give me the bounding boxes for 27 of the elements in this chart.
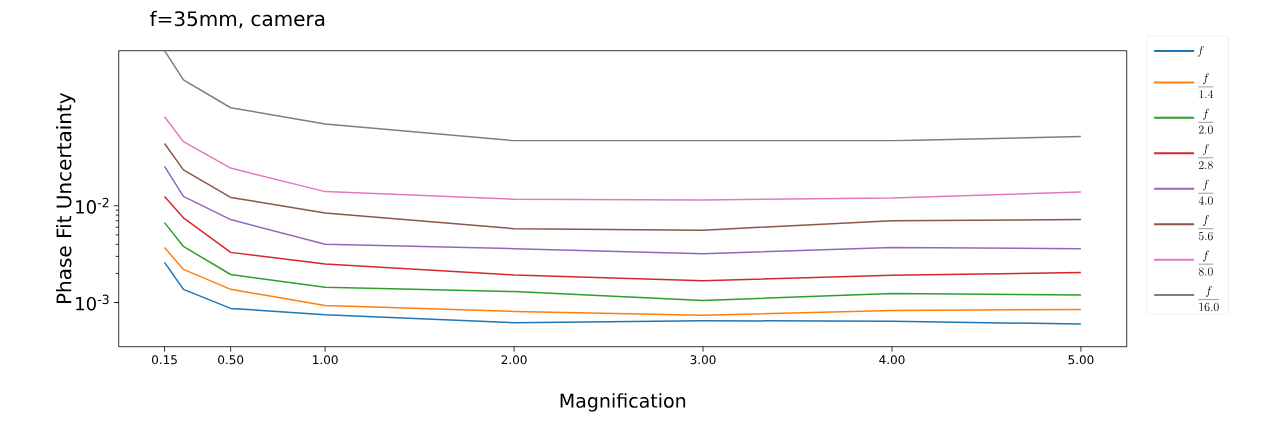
legend-label: $\frac{f}{5.6}$ [1198,215,1214,241]
legend-label: $\frac{f}{1.4}$ [1198,73,1214,99]
legend-label: $\frac{f}{8.0}$ [1198,250,1214,276]
x-tick-label: 5.00 [1068,355,1094,365]
x-tick-label: 0.50 [218,355,244,365]
x-tick-label: 3.00 [690,355,716,365]
line-series [163,165,1082,255]
x-tick-label: 0.15 [151,355,177,365]
legend-label: $\frac{f}{4.0}$ [1198,179,1214,205]
y-tick-label: 10$^{-3}$ [76,294,109,311]
legend-label: $\frac{f}{2.8}$ [1198,144,1214,170]
y-axis-title: Phase Fit Uncertainty [55,92,76,304]
line-series [163,261,1082,325]
legend-label: $f$ [1197,45,1204,57]
legend-label: $\frac{f}{2.0}$ [1198,108,1214,134]
line-series [163,195,1082,282]
line-series [163,116,1082,201]
line-series [163,246,1082,316]
line-series [163,221,1082,302]
x-axis-title: Magnification [560,393,686,412]
chart-title: f=35mm, camera [150,10,325,29]
x-tick-label: 4.00 [879,355,905,365]
line-series [163,142,1082,231]
legend-label: $\frac{f}{16.0}$ [1198,286,1220,312]
x-tick-label: 2.00 [501,355,527,365]
y-tick-label: 10$^{-2}$ [76,197,109,214]
x-tick-label: 1.00 [313,355,338,365]
